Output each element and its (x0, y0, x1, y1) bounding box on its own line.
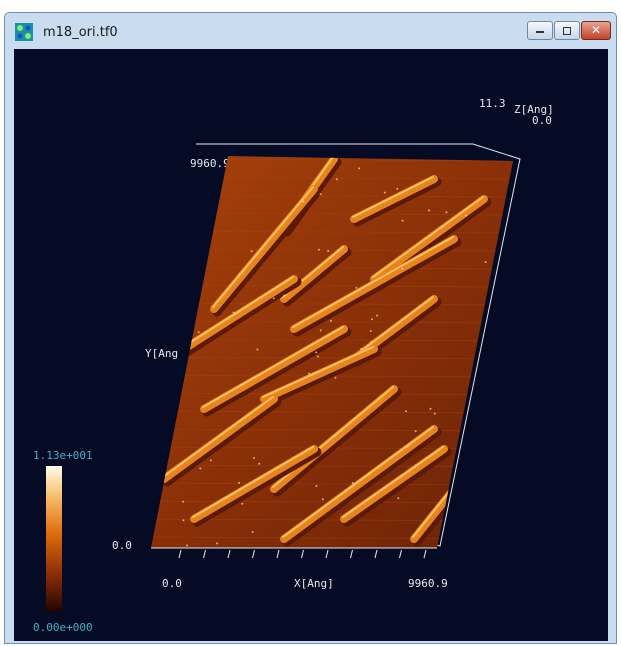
speck (253, 457, 255, 459)
speck (384, 192, 386, 194)
x-axis-label: X[Ang] (294, 577, 334, 590)
speck (397, 497, 399, 499)
y-max-label: 9960.9 (190, 157, 230, 170)
speck (317, 355, 319, 357)
speck (402, 220, 404, 222)
speck (360, 348, 362, 350)
speck (371, 318, 373, 320)
speck (396, 188, 398, 190)
speck (352, 482, 354, 484)
speck (370, 330, 372, 332)
3d-view: 9960.9 11.3 Z[Ang] 0.0 Y[Ang 0.0 0.0 X[A… (14, 49, 608, 641)
speck (430, 408, 432, 410)
speck (308, 373, 310, 375)
z-min-label: 0.0 (532, 114, 552, 127)
color-bar-min: 0.00e+000 (33, 621, 93, 634)
speck (186, 544, 188, 546)
speck (199, 467, 201, 469)
speck (318, 249, 320, 251)
speck (407, 446, 409, 448)
speck (198, 331, 200, 333)
speck (233, 311, 235, 313)
speck (405, 410, 407, 412)
color-bar (46, 466, 62, 612)
speck (315, 351, 317, 353)
speck (337, 250, 339, 252)
speck (402, 268, 404, 270)
speck (446, 211, 448, 213)
speck (434, 413, 436, 415)
maximize-button[interactable] (554, 21, 580, 40)
speck (252, 531, 254, 533)
speck (241, 503, 243, 505)
y-axis-label: Y[Ang (145, 347, 178, 360)
speck (238, 273, 240, 275)
window: m18_ori.tf0 ✕ 9960.9 11.3 Z[Ang] 0.0 Y[A… (4, 12, 617, 644)
speck (485, 261, 487, 263)
z-max-label: 11.3 (479, 97, 506, 110)
page: {"window": {"title": "m18_ori.tf0"}, "vi… (0, 0, 621, 646)
speck (320, 193, 322, 195)
speck (182, 501, 184, 503)
close-button[interactable]: ✕ (581, 21, 611, 40)
speck (273, 297, 275, 299)
speck (216, 542, 218, 544)
app-icon (15, 23, 33, 41)
speck (251, 250, 253, 252)
speck (428, 209, 430, 211)
speck (370, 341, 372, 343)
speck (258, 463, 260, 465)
speck (210, 459, 212, 461)
window-title: m18_ori.tf0 (43, 25, 118, 40)
speck (256, 348, 258, 350)
speck (330, 320, 332, 322)
speck (327, 250, 329, 252)
speck (334, 377, 336, 379)
speck (315, 485, 317, 487)
minimize-button[interactable] (527, 21, 553, 40)
color-bar-max: 1.13e+001 (33, 449, 93, 462)
speck (182, 519, 184, 521)
speck (320, 329, 322, 331)
speck (358, 167, 360, 169)
speck (376, 315, 378, 317)
speck (322, 498, 324, 500)
x-min-label: 0.0 (162, 577, 182, 590)
speck (283, 295, 285, 297)
speck (336, 178, 338, 180)
y-min-label: 0.0 (112, 539, 132, 552)
speck (238, 482, 240, 484)
speck (465, 215, 467, 217)
speck (415, 430, 417, 432)
speck (355, 287, 357, 289)
speck (302, 201, 304, 203)
x-max-label: 9960.9 (408, 577, 448, 590)
